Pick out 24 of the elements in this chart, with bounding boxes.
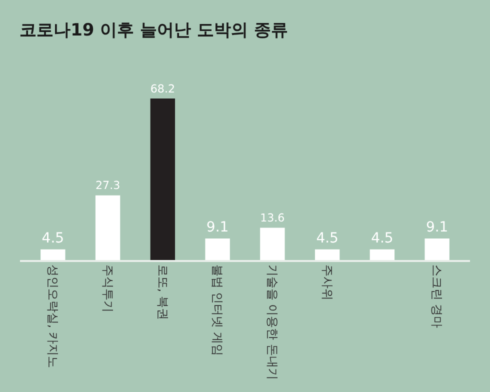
data-label: 13.6: [260, 212, 285, 225]
bar: [314, 249, 340, 260]
data-label: 9.1: [426, 219, 448, 236]
x-tick-label: 로또, 복권: [156, 264, 170, 320]
x-tick-label: 기술을 이용한 돈내기: [266, 264, 280, 380]
chart-title: 코로나19 이후 늘어난 도박의 종류: [20, 20, 288, 40]
bar: [150, 98, 176, 260]
x-tick-label: 주사위: [320, 264, 334, 300]
bar: [370, 249, 395, 260]
data-label: 4.5: [42, 230, 64, 246]
data-label: 27.3: [95, 179, 120, 192]
bar: [40, 249, 66, 260]
bar: [95, 195, 120, 260]
bar: [205, 238, 230, 260]
x-tick-label: 성인오락실, 카지노: [46, 264, 60, 368]
data-label: 4.5: [371, 230, 394, 246]
data-label: 4.5: [316, 230, 338, 246]
bar: [424, 238, 450, 260]
data-label: 68.2: [150, 82, 176, 96]
x-tick-label: 주식투기: [100, 264, 115, 312]
x-tick-label: 불법 인터넷 게임: [210, 264, 225, 356]
bar: [260, 228, 285, 260]
x-tick-label: 스크린 경마: [430, 264, 444, 328]
data-label: 9.1: [206, 219, 229, 236]
